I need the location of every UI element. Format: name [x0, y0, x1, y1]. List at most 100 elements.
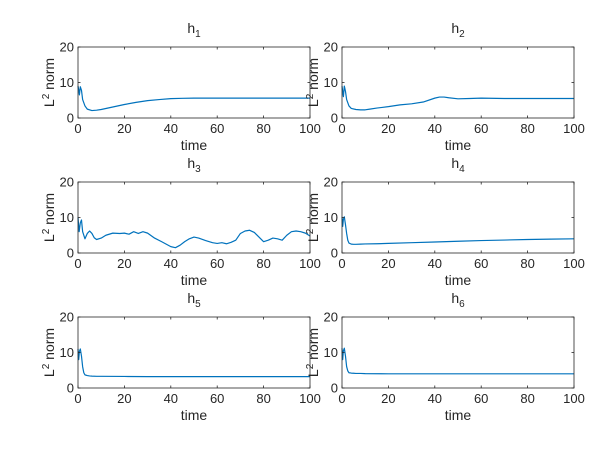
subplot-title: h5 — [187, 290, 201, 310]
x-tick-label: 60 — [210, 256, 224, 271]
subplot-title-subscript: 3 — [195, 164, 201, 175]
y-tick-label: 0 — [67, 111, 74, 126]
x-tick-label: 80 — [520, 391, 534, 406]
series-line-1 — [341, 216, 575, 245]
y-axis-label-superscript: 2 — [41, 363, 52, 369]
x-tick-label: 80 — [520, 256, 534, 271]
x-tick-label: 0 — [338, 121, 345, 136]
series-line-1 — [77, 85, 310, 112]
subplot-title-main: h — [187, 290, 195, 306]
x-tick-label: 100 — [563, 121, 585, 136]
y-axis-label-main: L — [41, 234, 57, 242]
axes-frame — [77, 316, 311, 389]
subplot-title-subscript: 4 — [459, 164, 465, 175]
x-tick-label: 100 — [563, 256, 585, 271]
series-line-1 — [77, 348, 310, 378]
x-tick-label: 40 — [164, 256, 178, 271]
x-tick-label: 100 — [299, 391, 321, 406]
x-tick-label: 0 — [74, 256, 81, 271]
axes-frame — [341, 316, 575, 389]
subplot-title-subscript: 5 — [195, 299, 201, 310]
y-tick-label: 10 — [60, 210, 74, 225]
y-axis-label: L2 norm — [305, 193, 321, 242]
subplot-title: h3 — [187, 155, 201, 175]
x-tick-label: 40 — [428, 256, 442, 271]
x-tick-label: 0 — [74, 391, 81, 406]
y-axis-label-rest: norm — [41, 193, 57, 229]
y-tick-label: 0 — [67, 246, 74, 261]
x-tick-label: 20 — [381, 121, 395, 136]
y-axis-label-main: L — [41, 99, 57, 107]
x-tick-label: 40 — [164, 121, 178, 136]
y-tick-label: 0 — [331, 111, 338, 126]
x-tick-label: 60 — [474, 256, 488, 271]
y-axis-label-superscript: 2 — [305, 93, 316, 99]
subplot-title-subscript: 1 — [195, 29, 201, 40]
x-tick-label: 40 — [428, 121, 442, 136]
subplot-title-main: h — [451, 20, 459, 36]
y-tick-label: 20 — [324, 40, 338, 55]
subplot-6: 0 20 40 60 80 100 0 10 20 time L2 norm h6 — [305, 290, 585, 423]
x-axis-label: time — [181, 137, 208, 153]
y-axis-label-rest: norm — [305, 328, 321, 364]
y-axis-label-main: L — [305, 234, 321, 242]
subplot-title: h2 — [451, 20, 465, 40]
y-tick-label: 0 — [67, 381, 74, 396]
y-tick-label: 20 — [324, 310, 338, 325]
y-axis-label-rest: norm — [41, 328, 57, 364]
subplot-title-main: h — [451, 290, 459, 306]
x-tick-label: 0 — [338, 256, 345, 271]
y-tick-label: 10 — [60, 345, 74, 360]
x-tick-label: 0 — [338, 391, 345, 406]
y-tick-label: 10 — [60, 75, 74, 90]
y-axis-label: L2 norm — [305, 58, 321, 107]
x-axis-label: time — [181, 407, 208, 423]
x-tick-label: 40 — [164, 391, 178, 406]
x-tick-label: 80 — [256, 121, 270, 136]
x-tick-label: 20 — [117, 121, 131, 136]
y-axis-label-superscript: 2 — [305, 363, 316, 369]
x-tick-label: 60 — [210, 391, 224, 406]
x-axis-label: time — [445, 272, 472, 288]
x-tick-label: 60 — [210, 121, 224, 136]
x-tick-label: 60 — [474, 391, 488, 406]
axes-frame — [341, 46, 575, 119]
y-tick-label: 10 — [324, 345, 338, 360]
y-axis-label: L2 norm — [305, 328, 321, 377]
series-line-1 — [341, 85, 574, 111]
y-tick-label: 0 — [331, 381, 338, 396]
y-tick-label: 0 — [331, 246, 338, 261]
y-tick-label: 10 — [324, 75, 338, 90]
subplot-title-main: h — [187, 20, 195, 36]
y-axis-label-superscript: 2 — [41, 228, 52, 234]
y-axis-label: L2 norm — [41, 193, 57, 242]
x-tick-label: 20 — [381, 256, 395, 271]
axes-frame — [341, 181, 575, 254]
series-line-1 — [341, 347, 574, 375]
x-tick-label: 80 — [256, 256, 270, 271]
x-tick-label: 40 — [428, 391, 442, 406]
subplot-title-subscript: 6 — [459, 299, 465, 310]
y-axis-label-superscript: 2 — [41, 93, 52, 99]
y-tick-label: 20 — [60, 310, 74, 325]
subplot-title: h1 — [187, 20, 201, 40]
x-tick-label: 0 — [74, 121, 81, 136]
x-tick-label: 20 — [117, 256, 131, 271]
y-axis-label-superscript: 2 — [305, 228, 316, 234]
y-axis-label-rest: norm — [305, 193, 321, 229]
x-tick-label: 100 — [299, 121, 321, 136]
x-axis-label: time — [445, 407, 472, 423]
subplot-title-main: h — [187, 155, 195, 171]
y-axis-label-rest: norm — [305, 58, 321, 94]
subplot-title-main: h — [451, 155, 459, 171]
axes-frame — [77, 181, 311, 254]
subplot-title-subscript: 2 — [459, 29, 465, 40]
y-axis-label: L2 norm — [41, 328, 57, 377]
y-axis-label: L2 norm — [41, 58, 57, 107]
y-axis-label-main: L — [41, 369, 57, 377]
